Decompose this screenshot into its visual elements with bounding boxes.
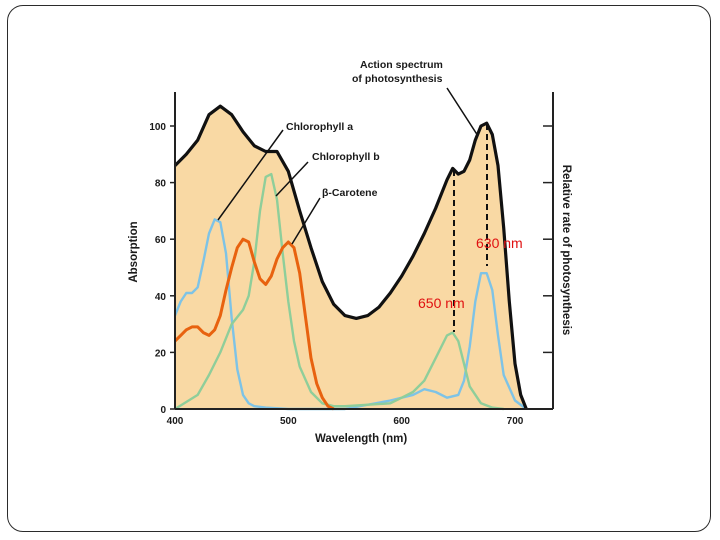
beta-carotene-label: β-Carotene (322, 187, 378, 199)
y-tick-label: 60 (155, 235, 167, 246)
annotation-630nm: 630 nm (476, 235, 523, 251)
action-spectrum-leader (446, 87, 479, 137)
chlorophyll-b-label: Chlorophyll b (312, 151, 380, 163)
action-spectrum-title-line2: of photosynthesis (352, 73, 443, 85)
y-tick-label: 40 (155, 292, 167, 303)
x-axis-title: Wavelength (nm) (315, 433, 407, 445)
action-spectrum-title-line1: Action spectrum (360, 59, 443, 71)
x-tick-label: 400 (167, 416, 184, 427)
x-tick-label: 700 (507, 416, 524, 427)
x-tick-label: 600 (393, 416, 410, 427)
y-tick-label: 20 (155, 348, 167, 359)
x-tick-label: 500 (280, 416, 297, 427)
y-axis-ticks: 0 20 40 60 80 100 (149, 122, 175, 416)
x-axis-ticks: 400 500 600 700 (167, 416, 524, 427)
chlorophyll-a-leader (217, 129, 284, 221)
annotation-650nm: 650 nm (418, 295, 465, 311)
y-axis-title: Absorption (128, 221, 140, 282)
y-tick-label: 100 (149, 122, 166, 133)
chlorophyll-b-leader (275, 161, 309, 197)
series-line-chlorophyll-b (174, 172, 504, 411)
slide-frame (7, 5, 711, 532)
chlorophyll-a-label: Chlorophyll a (286, 121, 353, 133)
series-line-action-spectrum (173, 104, 528, 410)
y-tick-label: 0 (160, 405, 166, 416)
right-axis-ticks (543, 125, 553, 410)
series-line-beta-carotene (173, 237, 335, 411)
beta-carotene-leader (291, 197, 321, 245)
y-tick-label: 80 (155, 179, 167, 190)
action-spectrum-fill (175, 106, 527, 409)
right-axis-title: Relative rate of photosynthesis (560, 165, 572, 336)
